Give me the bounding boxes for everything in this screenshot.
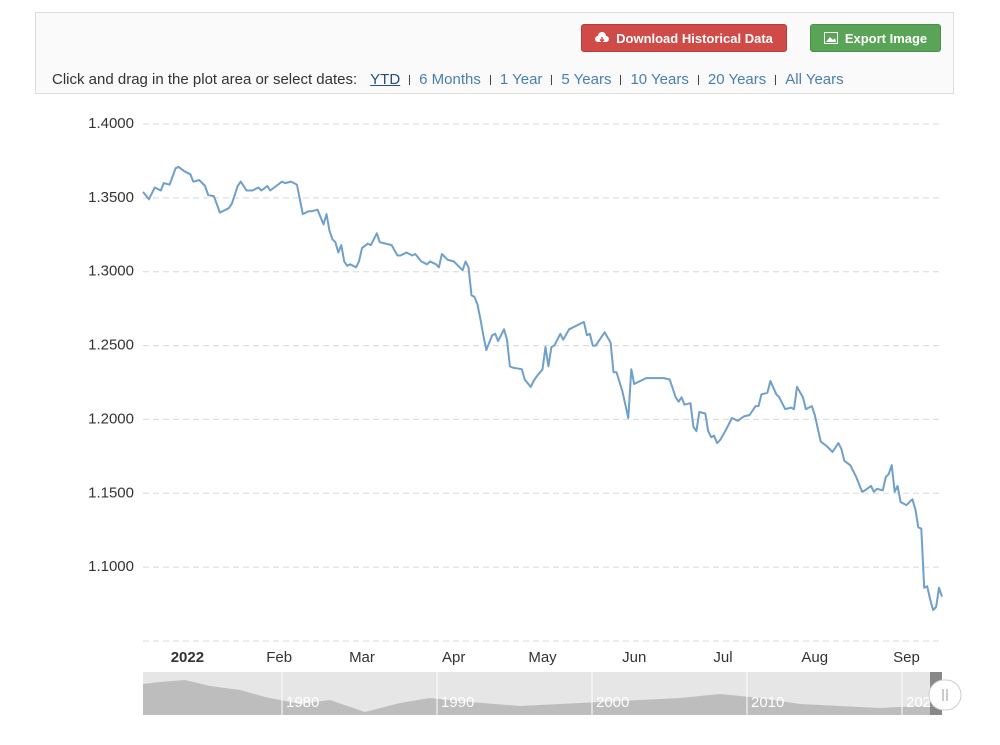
range-link[interactable]: 1 Year	[499, 71, 543, 88]
x-tick-label: Jul	[713, 649, 732, 666]
navigator-handle[interactable]	[928, 679, 962, 711]
x-tick-label: Feb	[266, 649, 292, 666]
export-label: Export Image	[844, 30, 928, 46]
toolbar: Download Historical Data Export Image Cl…	[35, 12, 954, 94]
range-link[interactable]: 10 Years	[630, 71, 689, 88]
x-tick-label: Apr	[442, 649, 465, 666]
nav-label: 1980	[286, 694, 319, 711]
y-tick-label: 1.1500	[88, 484, 134, 501]
y-tick-label: 1.3500	[88, 189, 134, 206]
x-tick-label: Jun	[622, 649, 646, 666]
range-link[interactable]: All Years	[785, 71, 844, 88]
x-tick-label: Mar	[349, 649, 375, 666]
separator	[551, 74, 553, 85]
separator	[489, 74, 491, 85]
range-link[interactable]: 20 Years	[707, 71, 767, 88]
y-tick-label: 1.4000	[88, 115, 134, 132]
x-tick-label: Aug	[801, 649, 828, 666]
range-prompt: Click and drag in the plot area or selec…	[52, 71, 358, 88]
x-tick-label: 2022	[171, 649, 204, 666]
download-button[interactable]: Download Historical Data	[581, 24, 787, 52]
range-link[interactable]: 5 Years	[561, 71, 612, 88]
download-label: Download Historical Data	[616, 30, 773, 46]
y-tick-label: 1.3000	[88, 263, 134, 280]
range-link[interactable]: 6 Months	[419, 71, 481, 88]
range-selector: Click and drag in the plot area or selec…	[52, 71, 844, 88]
navigator: 1980 1990 2000 2010 2020	[143, 672, 962, 715]
navigator-area	[143, 680, 942, 715]
nav-label: 1990	[441, 694, 474, 711]
range-link[interactable]: YTD	[370, 71, 401, 88]
price-line	[142, 165, 943, 611]
y-tick-label: 1.1000	[88, 558, 134, 575]
separator	[620, 74, 622, 85]
cloud-icon	[595, 32, 610, 43]
nav-label: 2010	[751, 694, 784, 711]
separator	[697, 74, 699, 85]
x-tick-label: May	[528, 649, 557, 666]
separator	[775, 74, 777, 85]
y-tick-label: 1.2000	[88, 410, 134, 427]
export-button[interactable]: Export Image	[810, 24, 941, 52]
separator	[409, 74, 411, 85]
y-tick-label: 1.2500	[88, 337, 134, 354]
image-icon	[823, 32, 838, 44]
x-tick-label: Sep	[893, 649, 920, 666]
nav-label: 2000	[596, 694, 629, 711]
